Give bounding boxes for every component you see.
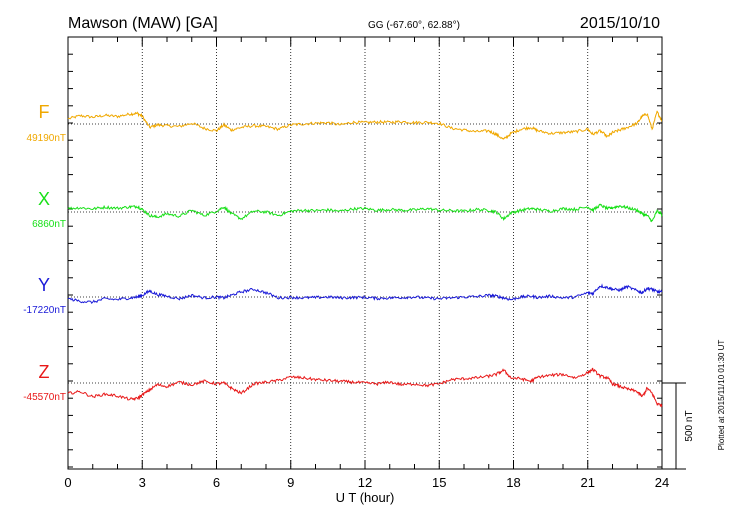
series-baseline-x: 6860nT bbox=[32, 219, 66, 230]
series-line-z bbox=[67, 367, 663, 408]
x-tick-label: 12 bbox=[358, 475, 372, 490]
coordinates-label: GG (-67.60°, 62.88°) bbox=[368, 20, 460, 31]
x-tick-label: 0 bbox=[64, 475, 71, 490]
series-name-z: Z bbox=[39, 362, 50, 382]
x-axis-label: U T (hour) bbox=[336, 490, 395, 505]
x-tick-labels: 0 3 6 9 12 15 18 21 24 bbox=[64, 475, 669, 490]
x-tick-label: 9 bbox=[287, 475, 294, 490]
x-tick-label: 3 bbox=[139, 475, 146, 490]
plotted-at-label: Plotted at 2015/11/10 01:30 UT bbox=[717, 340, 726, 451]
x-tick-label: 15 bbox=[432, 475, 446, 490]
series-line-x bbox=[67, 203, 663, 223]
axis-ticks bbox=[67, 36, 663, 469]
series-labels: F 49190nT X 6860nT Y -17220nT Z -45570nT bbox=[23, 102, 66, 403]
series-name-f: F bbox=[39, 102, 50, 122]
series-line-f bbox=[67, 110, 663, 140]
date-label: 2015/10/10 bbox=[580, 15, 660, 32]
grid bbox=[68, 37, 662, 469]
series-baseline-f: 49190nT bbox=[27, 133, 66, 144]
series-baseline-z: -45570nT bbox=[23, 392, 66, 403]
series-baseline-y: -17220nT bbox=[23, 305, 66, 316]
series-name-x: X bbox=[38, 189, 50, 209]
series-lines bbox=[67, 110, 663, 408]
x-tick-label: 6 bbox=[213, 475, 220, 490]
x-tick-label: 21 bbox=[581, 475, 595, 490]
scale-bar-label: 500 nT bbox=[684, 410, 695, 441]
series-name-y: Y bbox=[38, 275, 50, 295]
series-line-y bbox=[67, 283, 663, 305]
x-tick-label: 24 bbox=[655, 475, 669, 490]
x-tick-label: 18 bbox=[506, 475, 520, 490]
station-title: Mawson (MAW) [GA] bbox=[68, 15, 218, 32]
